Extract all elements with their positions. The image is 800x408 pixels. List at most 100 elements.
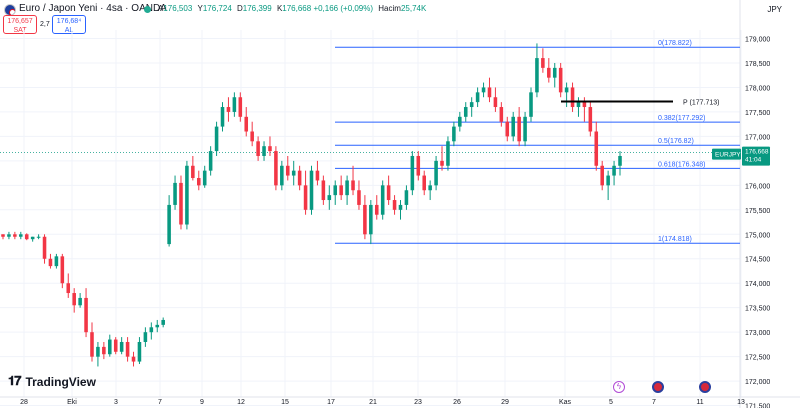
- candle-body: [552, 67, 557, 78]
- candle-body: [446, 141, 450, 166]
- open-label: A: [158, 4, 164, 13]
- bar-countdown: 41:04: [745, 157, 762, 164]
- y-tick-label: 176,000: [745, 183, 770, 190]
- economic-event-icon[interactable]: ϟ: [613, 381, 625, 393]
- sell-price: 176,657: [7, 18, 33, 25]
- tradingview-brand: TradingView: [25, 374, 96, 389]
- buy-label: AL: [64, 27, 74, 34]
- candle-body: [262, 146, 266, 156]
- candle-body: [416, 155, 421, 176]
- candle-body: [600, 165, 604, 186]
- candle-body: [250, 131, 254, 142]
- candle-body: [309, 170, 314, 210]
- eu-event-flag-icon[interactable]: [652, 381, 664, 393]
- candle-body: [36, 236, 41, 238]
- candle-body: [232, 97, 237, 112]
- candle-body: [143, 332, 148, 342]
- candle-body: [392, 200, 397, 210]
- candle-body: [214, 126, 219, 152]
- candle-body: [13, 234, 17, 237]
- fib-level-label: 0.5(176.82): [658, 138, 694, 145]
- symbol-title[interactable]: Euro / Japon Yeni · 4sa · OANDA: [19, 3, 167, 14]
- candle-body: [96, 346, 100, 357]
- y-tick-label: 175,500: [745, 208, 770, 215]
- candle-body: [48, 258, 53, 267]
- candle-body: [179, 182, 183, 225]
- candle-body: [280, 165, 284, 186]
- candle-body: [60, 256, 65, 284]
- buy-price: 176,68⁴: [56, 18, 82, 25]
- sell-label: SAT: [13, 27, 27, 34]
- candle-body: [475, 92, 480, 103]
- x-tick-label: 9: [200, 399, 204, 406]
- candle-body: [84, 297, 88, 333]
- candle-body: [274, 151, 278, 186]
- candle-body: [7, 234, 11, 237]
- eu-event-flag-icon[interactable]: [699, 381, 711, 393]
- y-tick-label: 171,500: [745, 404, 770, 408]
- candle-body: [72, 293, 76, 306]
- candle-body: [404, 190, 409, 205]
- fib-level-label: 0.382(177.292): [658, 115, 705, 122]
- current-price-value: 176,668: [745, 149, 769, 156]
- volume-label: Hacim: [378, 4, 401, 13]
- x-tick-label: 28: [20, 399, 28, 406]
- candle-body: [131, 356, 136, 362]
- candle-body: [1, 234, 5, 237]
- candle-body: [499, 107, 504, 122]
- candle-body: [380, 185, 385, 215]
- buy-button[interactable]: 176,68⁴ AL: [52, 15, 86, 34]
- candle-body: [458, 116, 462, 127]
- tradingview-logo[interactable]: 𝟏𝟕 TradingView: [8, 374, 96, 389]
- candle-body: [369, 204, 373, 235]
- candle-body: [315, 170, 320, 181]
- candle-body: [618, 155, 622, 166]
- candle-body: [54, 256, 59, 267]
- candle-body: [238, 97, 243, 117]
- candle-body: [185, 165, 189, 225]
- candle-body: [113, 339, 118, 352]
- candle-body: [137, 341, 142, 362]
- sell-button[interactable]: 176,657 SAT: [3, 15, 37, 34]
- candle-body: [517, 116, 521, 142]
- candle-body: [576, 102, 581, 108]
- candle-body: [155, 324, 160, 328]
- candle-body: [244, 116, 249, 132]
- y-tick-label: 174,500: [745, 257, 770, 264]
- candle-body: [167, 204, 171, 245]
- currency-label: JPY: [767, 5, 782, 14]
- candle-body: [386, 185, 391, 201]
- market-status-dot-icon: [144, 6, 151, 13]
- candle-body: [351, 180, 355, 191]
- x-tick-label: 7: [652, 399, 656, 406]
- x-tick-label: 17: [327, 399, 335, 406]
- low-label: D: [237, 4, 243, 13]
- candle-body: [547, 67, 551, 78]
- current-price-badge: [742, 146, 770, 166]
- candle-body: [582, 102, 587, 108]
- x-tick-label: 23: [414, 399, 422, 406]
- x-tick-label: 13: [737, 399, 745, 406]
- candle-body: [612, 165, 616, 176]
- candle-body: [463, 107, 468, 117]
- candle-body: [90, 332, 94, 357]
- y-tick-label: 175,000: [745, 232, 770, 239]
- close-value: 176,668: [282, 4, 312, 13]
- x-tick-label: 26: [453, 399, 461, 406]
- candle-body: [422, 175, 427, 191]
- x-tick-label: 12: [237, 399, 245, 406]
- candle-body: [66, 283, 71, 294]
- y-tick-label: 178,500: [745, 61, 770, 68]
- candle-body: [452, 126, 456, 142]
- y-tick-label: 173,000: [745, 330, 770, 337]
- candle-body: [78, 297, 82, 306]
- x-tick-label: Eki: [67, 399, 77, 406]
- y-tick-label: 178,000: [745, 85, 770, 92]
- chart-header: Euro / Japon Yeni · 4sa · OANDA A176,503…: [0, 0, 800, 36]
- high-label: Y: [197, 4, 203, 13]
- x-tick-label: Kas: [559, 399, 572, 406]
- candle-body: [487, 87, 492, 98]
- high-value: 176,724: [202, 4, 232, 13]
- y-tick-label: 177,500: [745, 110, 770, 117]
